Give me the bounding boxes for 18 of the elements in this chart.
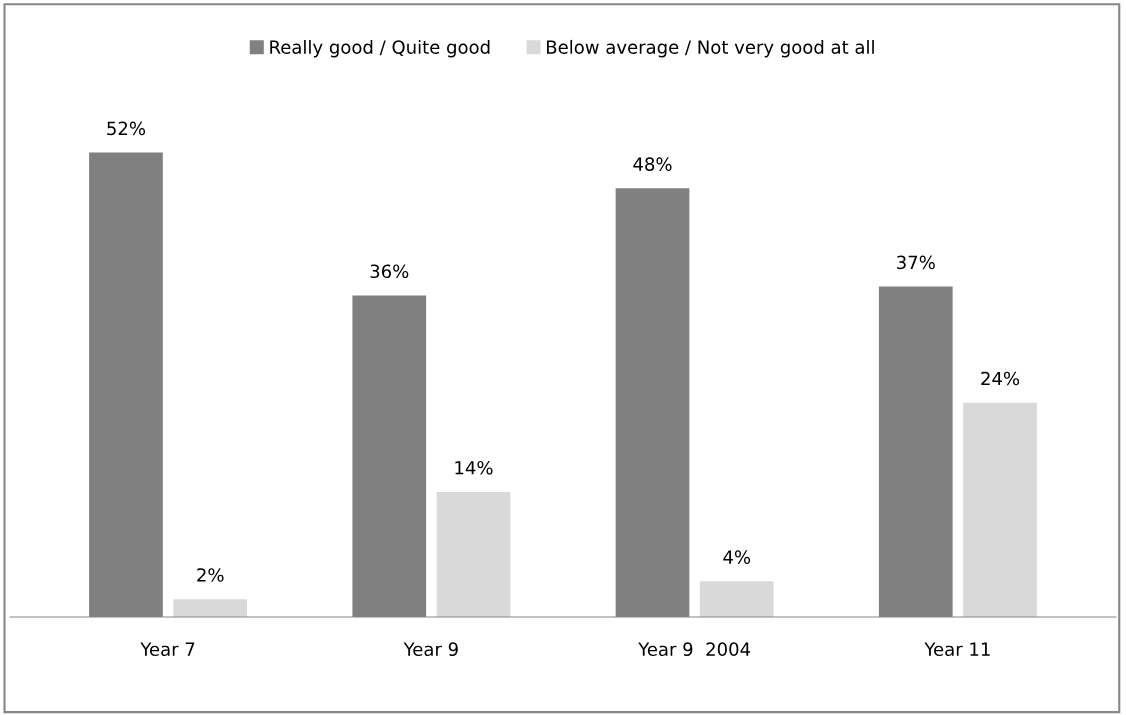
data-label: 52%	[107, 121, 146, 136]
legend-label: Below average / Not very good at all	[547, 39, 874, 58]
legend-label: Really good / Quite good	[270, 39, 490, 58]
bar	[963, 402, 1037, 618]
x-tick-label: Year 9 2004	[638, 642, 751, 657]
data-label: 36%	[370, 264, 409, 279]
data-label: 2%	[197, 568, 224, 582]
data-label: 48%	[633, 157, 672, 171]
data-label: 37%	[897, 255, 935, 270]
data-label: 24%	[981, 371, 1020, 386]
bar	[173, 599, 248, 618]
x-tick-label: Year 9	[403, 642, 458, 657]
data-label: 4%	[723, 550, 751, 564]
data-label: 14%	[455, 460, 493, 475]
bar	[699, 581, 774, 618]
bar	[436, 492, 511, 618]
x-tick-label: Year 11	[924, 642, 990, 657]
x-tick-label: Year 7	[140, 642, 195, 657]
